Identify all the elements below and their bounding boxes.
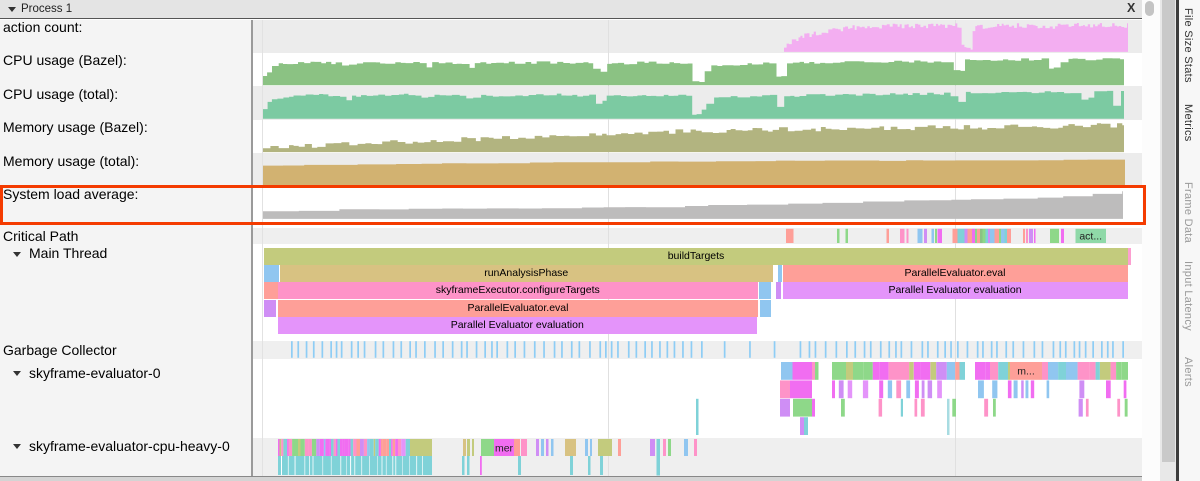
svg-text:act...: act... <box>1079 230 1102 242</box>
svg-text:m...: m... <box>1017 366 1035 378</box>
svg-text:mer: mer <box>495 443 514 455</box>
